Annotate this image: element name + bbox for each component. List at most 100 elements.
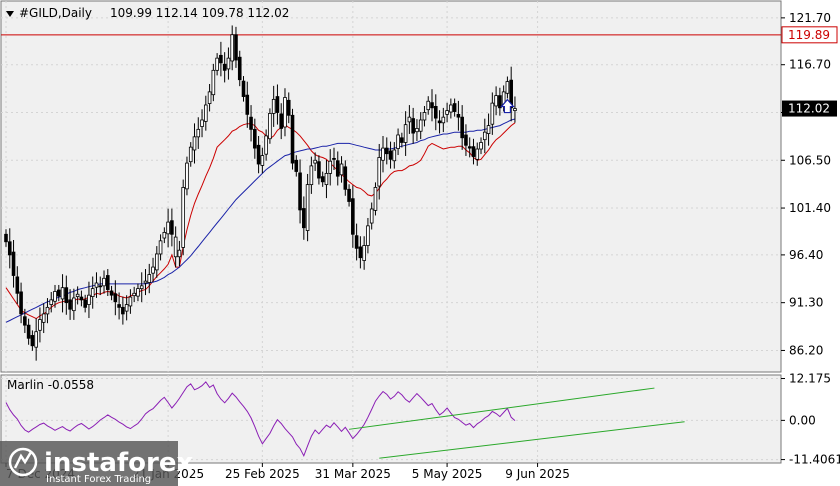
candle — [479, 137, 483, 155]
candle — [339, 156, 344, 183]
candle — [494, 86, 498, 116]
candle — [437, 110, 442, 134]
candle — [105, 269, 110, 297]
price-tick-label: 116.70 — [789, 58, 831, 72]
candle — [415, 119, 419, 141]
candle — [68, 289, 72, 320]
candle — [211, 63, 216, 102]
candle — [188, 142, 193, 167]
candle — [464, 124, 468, 156]
instaforex-watermark: instaforex Instant Forex Trading — [0, 441, 194, 486]
candle — [456, 100, 461, 131]
candle — [384, 137, 389, 165]
candle — [53, 284, 57, 308]
candle — [422, 106, 427, 127]
candle — [449, 98, 453, 119]
candle — [4, 229, 8, 247]
candle — [162, 227, 167, 244]
dropdown-triangle-icon[interactable] — [6, 11, 14, 17]
candle — [407, 105, 412, 134]
svg-text:112.02: 112.02 — [788, 102, 830, 116]
candle — [347, 184, 351, 207]
red-ma-line — [5, 122, 516, 320]
main-price-panel[interactable] — [0, 0, 782, 373]
time-tick-label: 5 May 2025 — [412, 467, 483, 481]
candle — [79, 290, 84, 307]
candle — [41, 303, 46, 334]
candle — [302, 196, 306, 240]
candle — [151, 257, 155, 283]
resistance-price-tag: 119.89 — [781, 26, 838, 44]
candle — [177, 240, 182, 267]
svg-text:119.89: 119.89 — [788, 28, 830, 42]
candle — [505, 76, 510, 99]
signal-arrow-group — [500, 98, 515, 114]
candle — [283, 88, 287, 137]
time-tick-label: 25 Feb 2025 — [225, 467, 300, 481]
time-tick-label: 31 Mar 2025 — [315, 467, 391, 481]
candle — [486, 113, 491, 146]
candle — [268, 108, 272, 144]
candle — [26, 318, 31, 345]
candle — [441, 107, 446, 133]
candle — [264, 129, 268, 161]
candle — [192, 123, 197, 164]
candle — [219, 41, 223, 77]
candle — [200, 109, 204, 138]
candle — [90, 276, 95, 309]
candle — [332, 147, 336, 171]
time-tick-label: 9 Jun 2025 — [505, 467, 570, 481]
candle — [154, 246, 159, 278]
candle — [460, 105, 464, 150]
instaforex-logo-icon — [8, 447, 38, 477]
candle — [170, 208, 174, 247]
candle — [381, 136, 385, 173]
candle — [275, 84, 280, 125]
candle — [136, 283, 140, 302]
candle — [403, 111, 408, 156]
up-arrow-icon — [500, 98, 515, 114]
candle — [83, 294, 87, 313]
candle — [373, 182, 378, 216]
candle — [143, 269, 148, 296]
price-tick-label: 101.40 — [789, 201, 831, 215]
candle — [117, 292, 121, 320]
candle — [11, 239, 16, 288]
channel-upper-line[interactable] — [349, 387, 655, 430]
candle — [249, 105, 253, 142]
candle — [230, 25, 235, 71]
candle — [241, 76, 246, 102]
candle — [490, 92, 495, 135]
candle — [498, 87, 502, 116]
candle — [418, 112, 423, 140]
price-axis: 121.70116.70111.60106.50101.4096.4091.30… — [781, 11, 831, 357]
candle — [445, 102, 449, 123]
candle — [7, 228, 12, 269]
candle — [207, 84, 212, 112]
candle — [49, 291, 54, 313]
main-grid — [1, 1, 781, 372]
candle — [56, 284, 61, 302]
candle — [253, 118, 257, 159]
candle — [128, 289, 133, 314]
candle — [113, 280, 118, 316]
channel-lower-line[interactable] — [379, 421, 685, 459]
candle — [305, 173, 310, 242]
candle — [279, 103, 284, 140]
candle — [45, 298, 50, 324]
candle — [30, 330, 35, 351]
candle — [87, 281, 91, 319]
candle — [475, 142, 480, 166]
candle — [173, 226, 178, 268]
chart-header: #GILD,Daily 109.99 112.14 109.78 112.02 — [6, 6, 289, 20]
candle — [139, 272, 144, 303]
candle — [343, 160, 348, 196]
last-price-tag: 112.02 — [782, 100, 837, 117]
candle — [290, 108, 295, 170]
candle — [482, 118, 487, 154]
candle — [181, 179, 185, 256]
candle — [222, 52, 227, 83]
candle — [109, 285, 114, 301]
candle — [392, 142, 397, 169]
